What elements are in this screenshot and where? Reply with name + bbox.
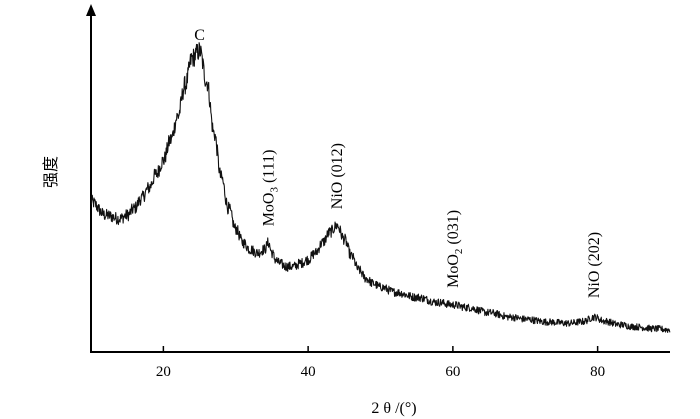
- peak-label-5: NiO (202): [586, 232, 603, 298]
- y-axis-title: 强度: [42, 156, 60, 188]
- x-axis-title: 2 θ /(°): [371, 400, 416, 417]
- peak-label-2: MoO3 (111): [260, 150, 280, 227]
- x-tick-label-40: 40: [301, 364, 316, 380]
- plot-area: [90, 42, 671, 333]
- x-tick-label-60: 60: [445, 364, 460, 380]
- peak-annotations: C MoO3 (111) NiO (012) MoO2 (031) NiO (202): [194, 27, 603, 298]
- peak-label-3: NiO (012): [329, 143, 346, 209]
- x-ticks: 20 40 60 80: [156, 346, 605, 380]
- xrd-series-line: [90, 42, 671, 333]
- y-axis-arrow: [86, 4, 96, 16]
- peak-label-1: C: [194, 27, 205, 44]
- x-tick-label-80: 80: [590, 364, 605, 380]
- peak-label-4: MoO2 (031): [445, 210, 465, 288]
- x-tick-label-20: 20: [156, 364, 171, 380]
